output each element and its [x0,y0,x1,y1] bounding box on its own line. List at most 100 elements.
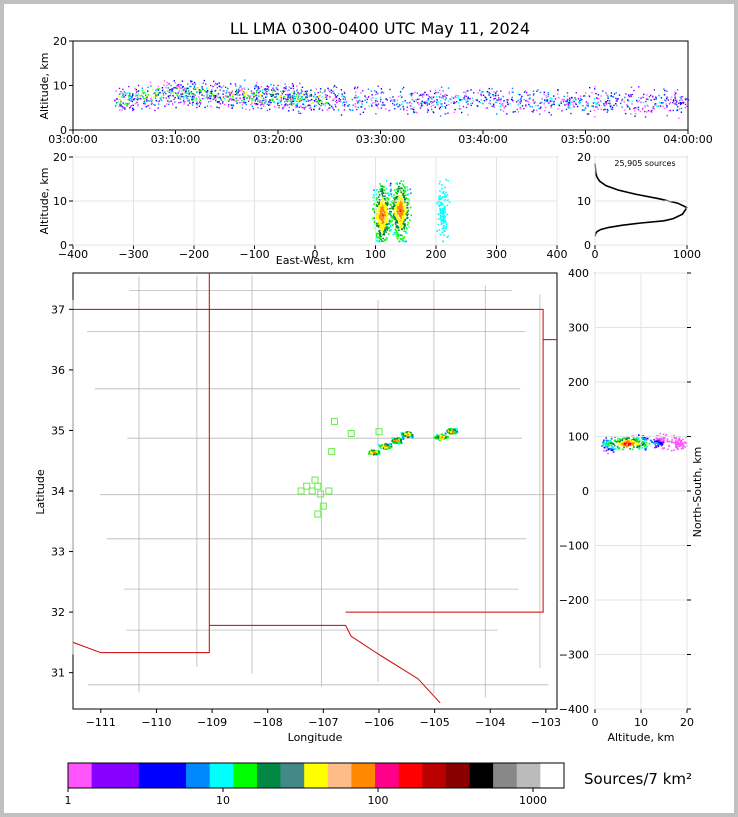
time-height-point [679,103,682,106]
time-height-point [192,83,194,85]
time-height-point [520,100,522,102]
time-height-point [230,104,233,106]
east-west-point [378,221,380,224]
time-height-point [120,100,122,103]
time-height-point [123,103,126,105]
time-height-point [502,110,505,112]
north-south-point [651,441,653,443]
time-height-point [203,79,205,82]
plan-view-xtick-label: −106 [364,716,394,729]
east-west-point [446,204,449,207]
east-west-point [397,198,399,200]
east-west-point [385,207,388,209]
time-height-point [682,102,684,105]
time-height-point [286,90,289,92]
time-height-point [344,96,346,98]
north-south-point [626,438,628,440]
east-west-point [403,230,405,232]
east-west-point [397,218,400,221]
time-height-point [193,81,196,84]
east-west-point [399,191,402,194]
east-west-point [378,229,381,232]
east-west-xtick-label: −400 [58,248,88,261]
north-south-point [636,444,638,446]
east-west-point [391,195,393,197]
north-south-point [632,437,635,439]
north-south-point [672,441,675,444]
plan-view-ytick-label: 37 [51,303,65,316]
time-height-point [597,108,599,110]
time-height-point [650,111,653,113]
plan-view-point [378,444,381,447]
time-height-point [401,96,403,98]
time-height-point [444,107,447,109]
time-height-point [342,94,344,96]
time-height-point [167,88,169,91]
time-height-point [454,102,456,104]
time-height-point [167,87,170,89]
time-height-point [162,88,164,91]
north-south-point [613,444,616,447]
time-height-point [213,98,215,100]
time-height-point [296,103,299,105]
east-west-point [383,232,385,234]
time-height-point [435,96,438,98]
east-west-point [396,232,398,234]
time-height-point [659,102,662,104]
time-height-point [382,104,385,106]
time-height-point [600,108,602,110]
north-south-point [661,447,664,450]
time-height-point [450,102,453,104]
time-height-point [354,86,356,88]
time-height-point [550,104,552,107]
time-height-point [375,100,377,102]
time-height-point [291,91,293,93]
time-height-point [317,102,320,104]
time-height-point [423,102,426,104]
time-height-point [628,100,630,103]
time-height-point [308,107,311,109]
north-south-point [653,438,655,441]
time-height-point [423,93,425,95]
east-west-point [380,238,382,241]
time-height-point [214,90,216,92]
time-height-point [296,106,299,108]
time-height-point [296,88,299,91]
time-height-point [533,109,535,111]
time-height-point [292,100,295,102]
time-height-point [326,98,328,100]
east-west-point [394,232,396,235]
north-south-point [655,446,658,448]
time-height-point [227,95,229,98]
time-height-point [297,110,300,113]
east-west-point [395,225,398,227]
north-south-point [655,442,658,444]
time-height-point [439,89,441,92]
time-height-point [125,103,128,105]
time-height-point [141,87,143,89]
east-west-point [379,188,381,190]
east-west-point [378,194,381,196]
time-height-point [335,106,337,108]
time-height-point [278,107,280,109]
time-height-point [430,103,433,105]
east-west-point [440,220,443,223]
time-height-point [230,95,232,97]
time-height-point [603,109,605,111]
east-west-point [444,193,446,196]
time-height-point [284,83,286,85]
plan-view-point [400,434,403,437]
time-height-point [157,100,159,103]
east-west-point [382,233,385,235]
time-height-point [268,100,270,102]
east-west-point [372,207,374,210]
north-south-point [680,444,682,447]
east-west-point [398,208,401,210]
north-south-point [619,439,622,441]
time-height-point [117,101,119,103]
time-height-point [308,95,311,97]
east-west-point [410,192,412,195]
plan-view-point [373,449,376,452]
time-height-point [532,90,535,92]
time-height-point [314,92,316,94]
